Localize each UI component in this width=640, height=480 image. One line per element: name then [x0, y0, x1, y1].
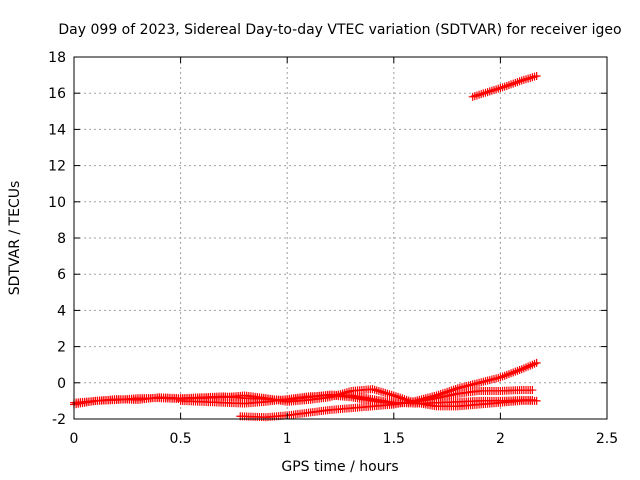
data-point [391, 392, 400, 401]
y-tick-label: 2 [57, 340, 66, 356]
data-point [532, 396, 541, 405]
x-tick-label: 1.5 [383, 431, 405, 447]
data-point [532, 358, 541, 367]
data-point [472, 91, 481, 100]
data-point [526, 73, 535, 82]
series-arc-4 [236, 358, 541, 422]
x-tick-label: 2 [496, 431, 505, 447]
data-point [519, 75, 528, 84]
data-point [492, 85, 501, 94]
data-point [521, 75, 530, 84]
series-arc-2 [70, 385, 541, 411]
data-point [383, 389, 392, 398]
x-tick-label: 0.5 [169, 431, 191, 447]
data-point [449, 385, 458, 394]
y-axis-label: SDTVAR / TECUs [7, 181, 23, 296]
y-tick-label: 16 [48, 86, 66, 102]
data-point [381, 388, 390, 397]
y-tick-label: 6 [57, 267, 66, 283]
data-point [483, 88, 492, 97]
data-point [385, 390, 394, 399]
data-point [524, 74, 533, 83]
data-point [528, 73, 537, 82]
data-point [532, 72, 541, 81]
y-tick-label: 10 [48, 195, 66, 211]
data-point [528, 386, 537, 395]
chart-title: Day 099 of 2023, Sidereal Day-to-day VTE… [58, 22, 621, 38]
x-axis-label: GPS time / hours [281, 459, 398, 475]
y-tick-label: -2 [52, 412, 66, 428]
y-tick-label: 8 [57, 231, 66, 247]
data-point [477, 90, 486, 99]
y-axis-ticks: -2 0 2 4 6 8 10 12 14 16 18 [48, 50, 607, 428]
y-tick-label: 14 [48, 122, 66, 138]
y-tick-label: 18 [48, 50, 66, 66]
data-point [490, 86, 499, 95]
data-point [374, 387, 383, 396]
data-points [70, 72, 541, 422]
data-point [498, 83, 507, 92]
data-point [389, 391, 398, 400]
data-point [377, 387, 386, 396]
data-point [496, 83, 505, 92]
data-point [372, 386, 381, 395]
x-tick-label: 1 [283, 431, 292, 447]
data-point [370, 385, 379, 394]
x-tick-label: 2.5 [596, 431, 618, 447]
data-point [451, 384, 460, 393]
data-point [387, 390, 396, 399]
data-point [379, 388, 388, 397]
data-point [530, 72, 539, 81]
data-point [481, 88, 490, 97]
data-point [368, 385, 377, 394]
x-axis-ticks: 0 0.5 1 1.5 2 2.5 [70, 57, 618, 447]
data-point [468, 92, 477, 101]
data-point [494, 84, 503, 93]
data-point [470, 92, 479, 101]
y-tick-label: 0 [57, 376, 66, 392]
y-tick-label: 4 [57, 303, 66, 319]
data-point [479, 89, 488, 98]
data-point [475, 90, 484, 99]
data-point [485, 87, 494, 96]
series-arc-5 [468, 72, 541, 101]
x-tick-label: 0 [70, 431, 79, 447]
y-tick-label: 12 [48, 159, 66, 175]
grid-lines [74, 57, 607, 419]
